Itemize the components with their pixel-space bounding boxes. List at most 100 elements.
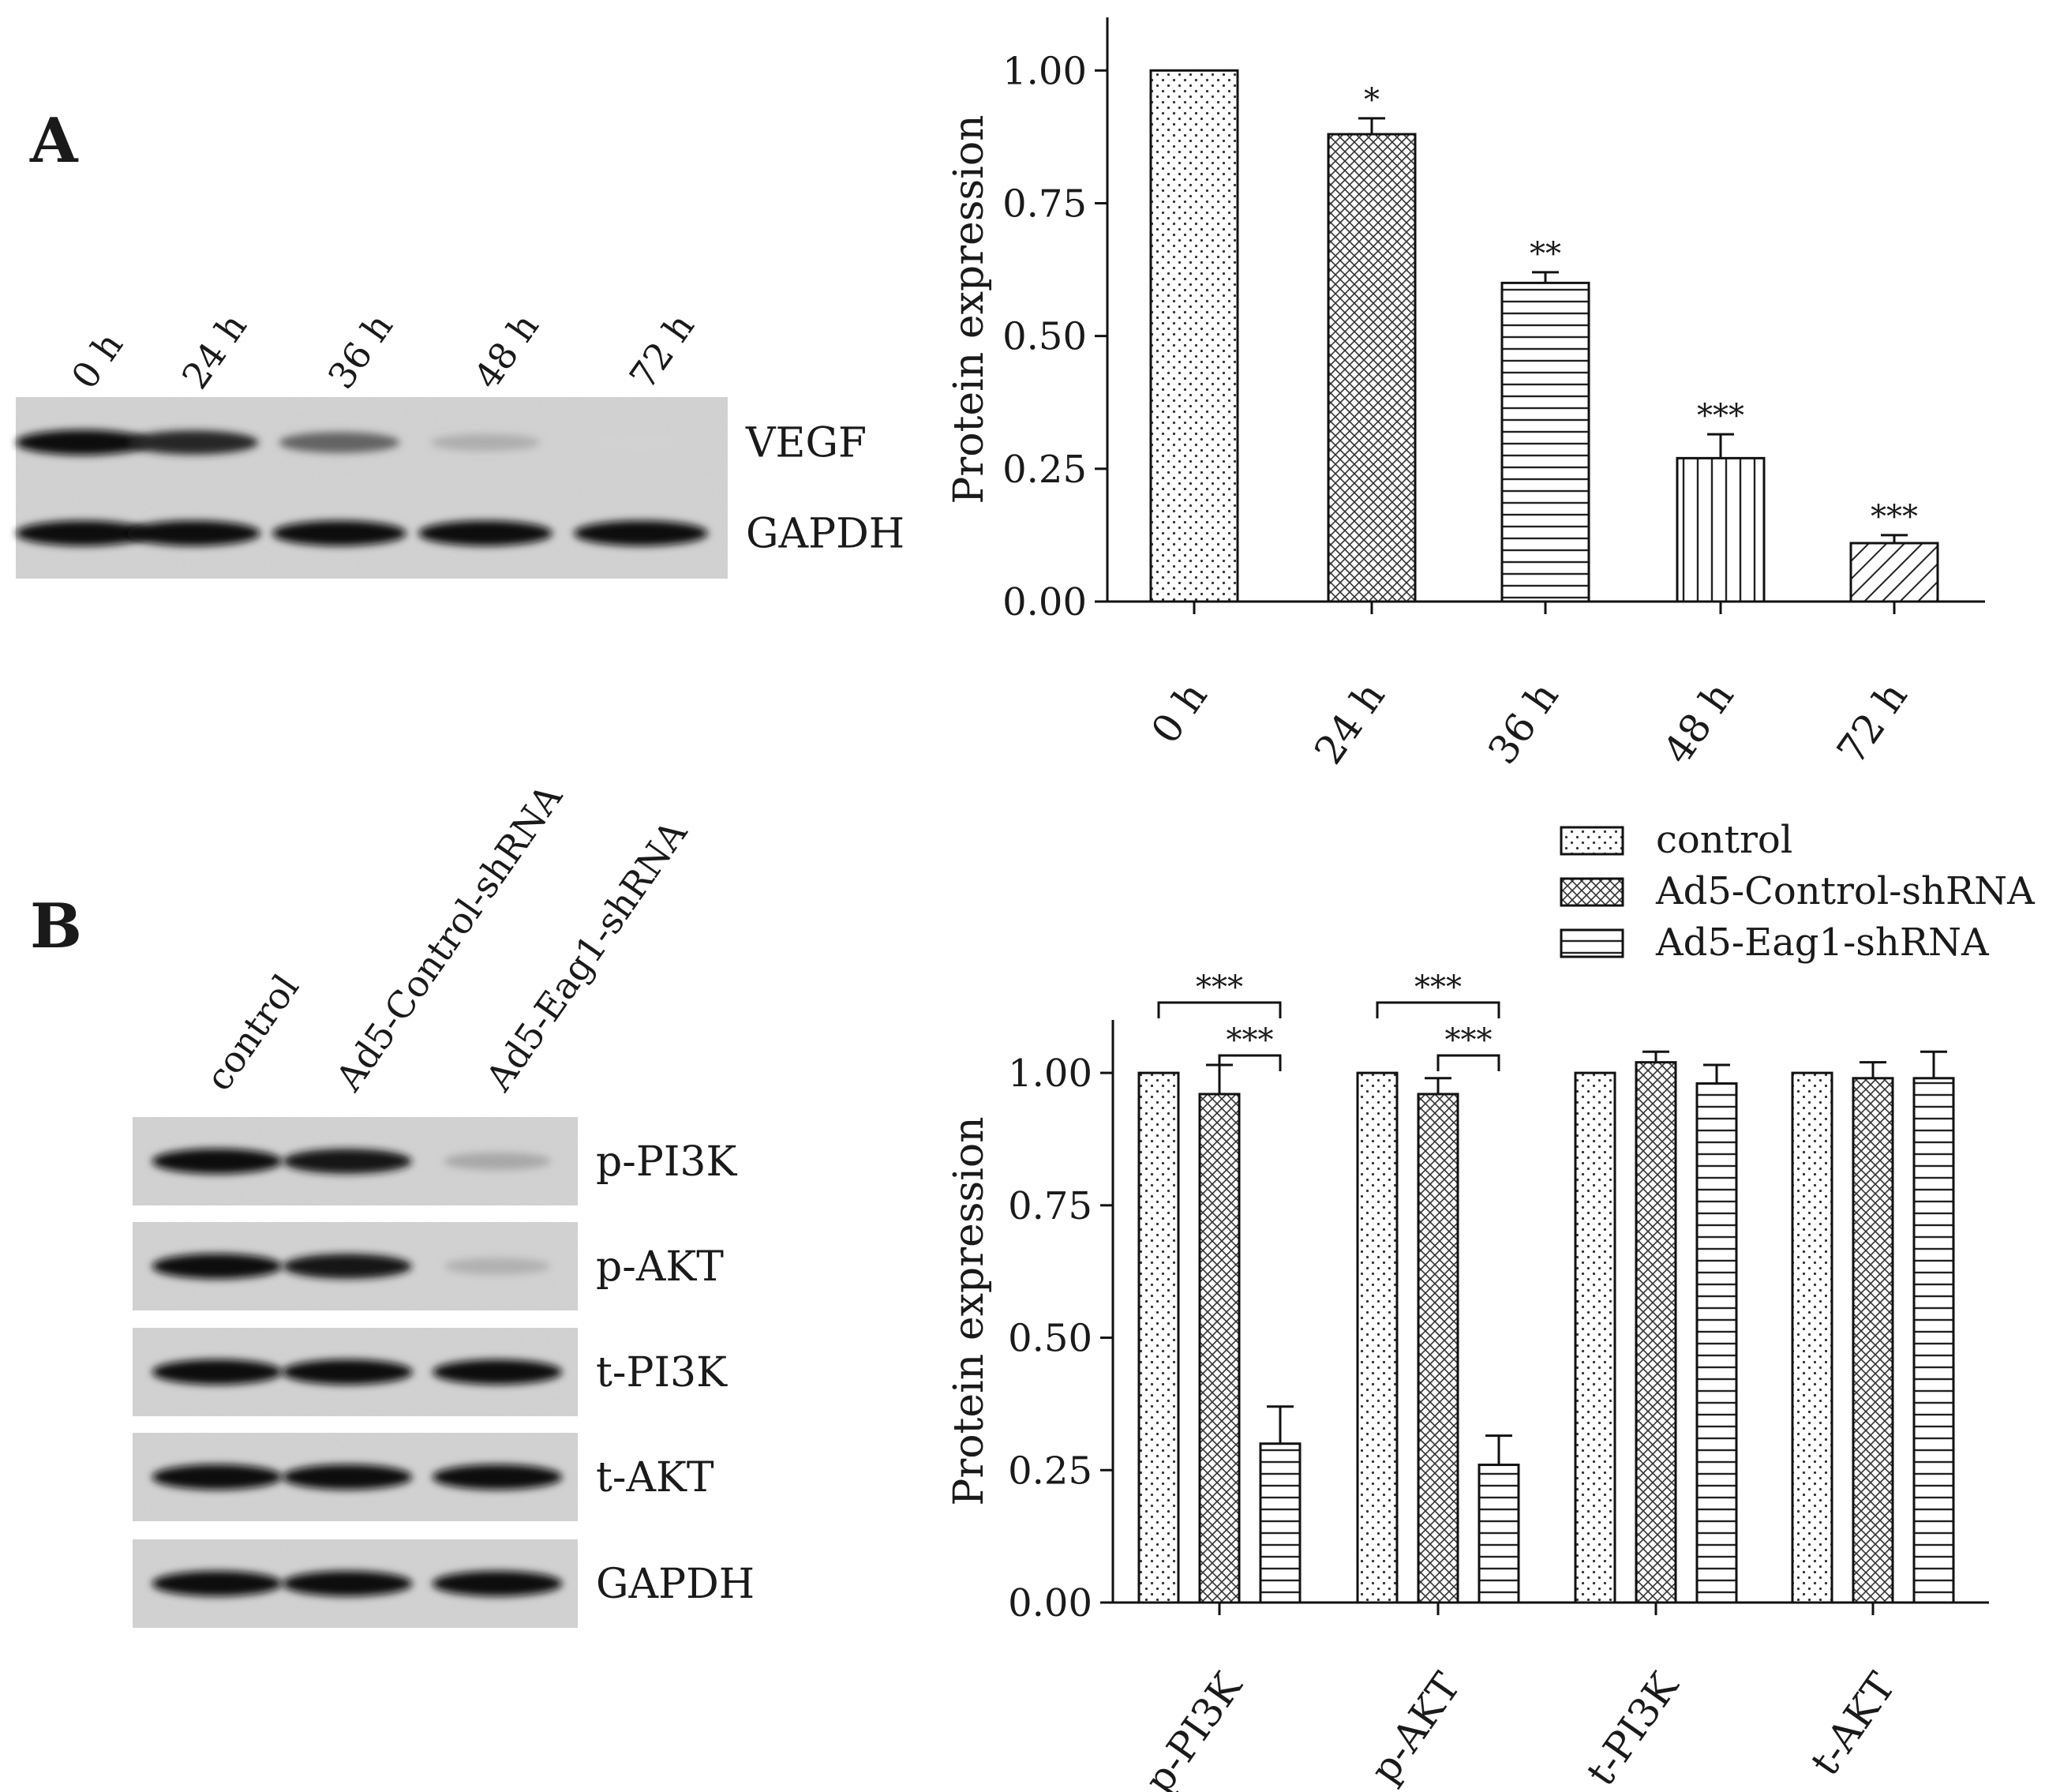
- x-category-label-36-h: 36 h: [1479, 674, 1567, 773]
- lane-label-72-h: 72 h: [621, 306, 702, 396]
- blot-band-vegf-36-h: [279, 432, 400, 453]
- significance-bracket-p-akt: [1376, 1001, 1500, 1018]
- legend-label-ad5-eag1-shrna: Ad5-Eag1-shRNA: [1655, 920, 1990, 965]
- blot-band-p-pi3k-ad5-control-shrna: [283, 1149, 412, 1174]
- bar-p-pi3k-ad5-eag1-shrna: [1259, 1442, 1302, 1604]
- y-axis-title-a: Protein expression: [946, 114, 993, 504]
- y-tick-label-b-0-00: 0.00: [1008, 1581, 1092, 1625]
- significance-24-h: *: [1364, 82, 1380, 118]
- panel-letter-a: A: [29, 105, 79, 177]
- significance-72-h: ***: [1871, 499, 1918, 535]
- bar-p-pi3k-control: [1137, 1071, 1180, 1604]
- bar-p-akt-ad5-control-shrna: [1417, 1093, 1459, 1604]
- bar-t-pi3k-ad5-eag1-shrna: [1695, 1082, 1738, 1604]
- blot-band-gapdh-ad5-eag1-shrna: [432, 1571, 563, 1596]
- western-blot-a: 0 h 24 h 36 h 48 h 72 h VEGF GAPDH: [16, 306, 905, 579]
- y-tick-label-a-0-25: 0.25: [1002, 448, 1087, 492]
- blot-band-p-pi3k-control: [152, 1149, 283, 1174]
- blot-band-t-pi3k-ad5-control-shrna: [282, 1359, 413, 1385]
- blot-band-gapdh-control: [152, 1571, 283, 1596]
- x-category-label-72-h: 72 h: [1828, 674, 1916, 773]
- significance-bracket-p-pi3k: [1218, 1054, 1282, 1071]
- bar-24-h: [1327, 133, 1417, 603]
- blot-row-label-gapdh: GAPDH: [746, 511, 905, 558]
- y-tick-label-b-0-75: 0.75: [1008, 1184, 1092, 1228]
- x-category-label-48-h: 48 h: [1654, 674, 1743, 773]
- blot-band-t-akt-control: [152, 1464, 283, 1490]
- blot-band-t-pi3k-ad5-eag1-shrna: [432, 1359, 563, 1385]
- lane-label-0-h: 0 h: [63, 324, 131, 396]
- lane-label-control: control: [197, 966, 307, 1098]
- x-category-label-24-h: 24 h: [1305, 674, 1394, 773]
- y-tick-label-a-0-75: 0.75: [1002, 182, 1087, 226]
- x-category-label-p-pi3k: p-PI3K: [1136, 1663, 1252, 1792]
- blot-row-label-t-pi3k: t-PI3K: [596, 1349, 728, 1396]
- legend-label-control: control: [1656, 818, 1792, 862]
- significance-label-p-pi3k: ***: [1196, 969, 1243, 1006]
- x-category-label-0-h: 0 h: [1142, 674, 1215, 752]
- x-category-label-t-pi3k: t-PI3K: [1578, 1663, 1688, 1792]
- bar-48-h: [1676, 456, 1766, 603]
- significance-bracket-p-pi3k: [1157, 1001, 1282, 1018]
- significance-label-p-pi3k: ***: [1227, 1022, 1274, 1059]
- blot-band-p-pi3k-ad5-eag1-shrna: [443, 1152, 552, 1171]
- bar-t-pi3k-ad5-control-shrna: [1635, 1061, 1677, 1604]
- bar-p-akt-ad5-eag1-shrna: [1478, 1464, 1520, 1604]
- y-tick-label-a-0-50: 0.50: [1002, 315, 1087, 359]
- significance-label-p-akt: ***: [1445, 1022, 1493, 1059]
- blot-band-gapdh-24-h: [126, 520, 260, 546]
- blot-row-label-t-akt: t-AKT: [596, 1454, 714, 1501]
- blot-band-gapdh-0-h: [16, 520, 150, 546]
- significance-48-h: ***: [1697, 398, 1744, 434]
- y-tick-label-b-1-00: 1.00: [1008, 1052, 1092, 1096]
- panel-letter-b: B: [30, 890, 82, 962]
- bar-t-akt-control: [1791, 1071, 1833, 1604]
- blot-row-label-gapdh: GAPDH: [596, 1561, 755, 1608]
- legend-swatch-ad5-control-shrna: [1560, 877, 1624, 907]
- significance-36-h: **: [1530, 236, 1561, 272]
- blot-band-p-akt-ad5-eag1-shrna: [444, 1258, 551, 1275]
- bar-p-akt-control: [1356, 1071, 1399, 1604]
- bar-chart-b: 0.00 0.25 0.50 0.75 1.00 Protein expression p-…: [946, 818, 2036, 1792]
- legend-swatch-ad5-eag1-shrna: [1560, 928, 1624, 958]
- blot-band-gapdh-36-h: [272, 520, 406, 546]
- blot-row-label-p-akt: p-AKT: [596, 1243, 724, 1291]
- x-category-label-t-akt: t-AKT: [1802, 1665, 1905, 1784]
- blot-band-p-akt-ad5-control-shrna: [283, 1254, 412, 1279]
- blot-band-gapdh-48-h: [418, 520, 552, 546]
- significance-label-p-akt: ***: [1414, 969, 1462, 1006]
- bar-72-h: [1849, 542, 1939, 603]
- blot-band-vegf-72-h: [588, 434, 694, 451]
- x-category-label-p-akt: p-AKT: [1361, 1665, 1470, 1792]
- y-tick-label-b-0-25: 0.25: [1008, 1449, 1092, 1493]
- bar-t-akt-ad5-control-shrna: [1852, 1077, 1894, 1604]
- blot-band-t-akt-ad5-eag1-shrna: [432, 1464, 563, 1490]
- blot-band-p-akt-control: [152, 1254, 283, 1279]
- western-blot-b: control Ad5-Control-shRNAAd5-Eag1-shRNAp-…: [133, 776, 755, 1628]
- blot-band-t-pi3k-control: [152, 1359, 283, 1385]
- blot-row-label-p-pi3k: p-PI3K: [596, 1138, 737, 1186]
- blot-band-gapdh-ad5-control-shrna: [282, 1571, 413, 1596]
- y-tick-label-a-0-00: 0.00: [1002, 580, 1087, 624]
- significance-bracket-p-akt: [1436, 1054, 1500, 1071]
- y-tick-label-b-0-50: 0.50: [1008, 1317, 1092, 1361]
- bar-t-akt-ad5-eag1-shrna: [1912, 1077, 1955, 1604]
- lane-label-24-h: 24 h: [174, 306, 255, 396]
- blot-band-vegf-24-h: [128, 430, 259, 455]
- blot-band-gapdh-72-h: [574, 520, 708, 546]
- bar-p-pi3k-ad5-control-shrna: [1198, 1093, 1241, 1604]
- legend-label-ad5-control-shrna: Ad5-Control-shRNA: [1655, 869, 2036, 913]
- blot-row-label-vegf: VEGF: [745, 420, 867, 467]
- y-tick-label-a-1-00: 1.00: [1002, 49, 1087, 93]
- blot-band-t-akt-ad5-control-shrna: [282, 1464, 413, 1490]
- legend-swatch-control: [1560, 826, 1624, 856]
- lane-label-48-h: 48 h: [466, 306, 547, 396]
- blot-band-vegf-0-h: [16, 429, 150, 455]
- bar-0-h: [1149, 69, 1239, 603]
- blot-band-vegf-48-h: [430, 433, 541, 452]
- bar-t-pi3k-control: [1574, 1071, 1616, 1604]
- y-axis-title-b: Protein expression: [946, 1116, 993, 1505]
- bar-36-h: [1500, 281, 1590, 603]
